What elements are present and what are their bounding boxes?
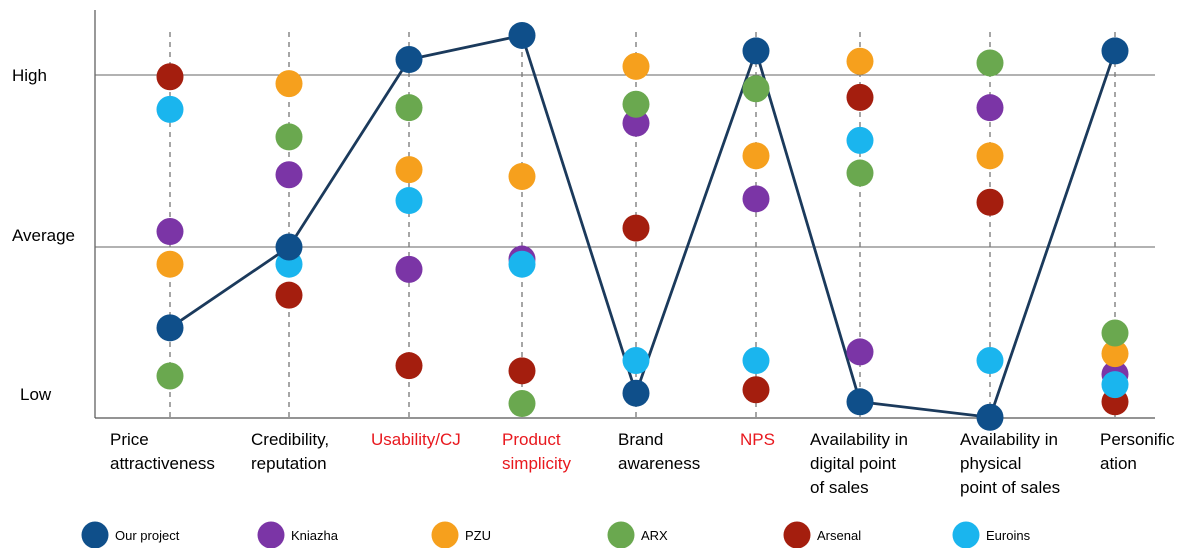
category-label-6: Availability in digital point of sales xyxy=(810,430,908,497)
category-label-line: Personific xyxy=(1100,430,1175,449)
point-kniazha-0 xyxy=(156,218,184,246)
point-our-project-5 xyxy=(742,37,770,65)
legend-marker-kniazha xyxy=(257,521,285,548)
category-label-3: Product simplicity xyxy=(502,430,571,473)
category-label-line: Product xyxy=(502,430,561,449)
point-arsenal-5 xyxy=(742,376,770,404)
point-kniazha-7 xyxy=(976,94,1004,122)
legend-label-our-project: Our project xyxy=(115,528,180,543)
category-label-1: Credibility, reputation xyxy=(251,430,329,473)
point-arsenal-7 xyxy=(976,188,1004,216)
category-label-line: Usability/CJ xyxy=(371,430,461,449)
point-arsenal-3 xyxy=(508,357,536,385)
category-label-line: Credibility, xyxy=(251,430,329,449)
point-arsenal-0 xyxy=(156,63,184,91)
category-label-5: NPS xyxy=(740,430,775,449)
category-label-4: Brand awareness xyxy=(618,430,700,473)
point-pzu-3 xyxy=(508,162,536,190)
category-label-line: of sales xyxy=(810,478,869,497)
legend-marker-euroins xyxy=(952,521,980,548)
point-pzu-5 xyxy=(742,142,770,170)
legend-label-pzu: PZU xyxy=(465,528,491,543)
point-euroins-2 xyxy=(395,187,423,215)
point-arx-3 xyxy=(508,390,536,418)
point-pzu-4 xyxy=(622,52,650,80)
category-label-line: Price xyxy=(110,430,149,449)
category-labels: Price attractiveness Credibility, reputatio… xyxy=(110,430,1175,497)
category-label-line: Availability in xyxy=(960,430,1058,449)
point-arx-5 xyxy=(742,75,770,103)
category-label-7: Availability in physical point of sales xyxy=(960,430,1060,497)
point-arx-6 xyxy=(846,159,874,187)
y-label-low: Low xyxy=(20,385,52,404)
point-arsenal-6 xyxy=(846,83,874,111)
point-our-project-6 xyxy=(846,388,874,416)
category-label-8: Personific ation xyxy=(1100,430,1175,473)
point-euroins-6 xyxy=(846,126,874,154)
point-pzu-6 xyxy=(846,47,874,75)
point-kniazha-4 xyxy=(622,109,650,137)
category-label-line: physical xyxy=(960,454,1021,473)
point-our-project-8 xyxy=(1101,37,1129,65)
point-arx-2 xyxy=(395,94,423,122)
point-euroins-7 xyxy=(976,347,1004,375)
point-arsenal-4 xyxy=(622,214,650,242)
category-label-line: Brand xyxy=(618,430,663,449)
point-arx-1 xyxy=(275,123,303,151)
legend-marker-arx xyxy=(607,521,635,548)
legend: Our project Kniazha PZU ARX Arsenal Euroins xyxy=(81,521,1031,548)
point-euroins-5 xyxy=(742,347,770,375)
point-pzu-7 xyxy=(976,142,1004,170)
legend-marker-arsenal xyxy=(783,521,811,548)
point-our-project-2 xyxy=(395,46,423,74)
point-euroins-0 xyxy=(156,95,184,123)
category-label-2: Usability/CJ xyxy=(371,430,461,449)
point-our-project-7 xyxy=(976,403,1004,431)
legend-label-arx: ARX xyxy=(641,528,668,543)
point-euroins-8 xyxy=(1101,371,1129,399)
point-kniazha-2 xyxy=(395,255,423,283)
point-arx-8 xyxy=(1101,319,1129,347)
point-pzu-0 xyxy=(156,250,184,278)
category-label-line: point of sales xyxy=(960,478,1060,497)
category-label-0: Price attractiveness xyxy=(110,430,215,473)
legend-marker-our-project xyxy=(81,521,109,548)
y-axis-labels: High Average Low xyxy=(12,66,75,404)
point-our-project-1 xyxy=(275,233,303,261)
category-label-line: ation xyxy=(1100,454,1137,473)
category-label-line: simplicity xyxy=(502,454,571,473)
point-kniazha-6 xyxy=(846,338,874,366)
legend-label-euroins: Euroins xyxy=(986,528,1031,543)
point-kniazha-5 xyxy=(742,185,770,213)
point-euroins-4 xyxy=(622,347,650,375)
data-points xyxy=(156,21,1129,431)
point-kniazha-1 xyxy=(275,161,303,189)
point-arx-4 xyxy=(622,90,650,118)
y-label-high: High xyxy=(12,66,47,85)
point-our-project-3 xyxy=(508,21,536,49)
category-label-line: digital point xyxy=(810,454,896,473)
legend-label-kniazha: Kniazha xyxy=(291,528,339,543)
point-our-project-4 xyxy=(622,379,650,407)
point-pzu-2 xyxy=(395,156,423,184)
point-arx-7 xyxy=(976,49,1004,77)
legend-marker-pzu xyxy=(431,521,459,548)
point-arsenal-2 xyxy=(395,352,423,380)
point-pzu-1 xyxy=(275,70,303,98)
y-label-average: Average xyxy=(12,226,75,245)
category-label-line: attractiveness xyxy=(110,454,215,473)
category-label-line: awareness xyxy=(618,454,700,473)
point-our-project-0 xyxy=(156,314,184,342)
category-label-line: NPS xyxy=(740,430,775,449)
point-pzu-8 xyxy=(1101,340,1129,368)
point-euroins-3 xyxy=(508,250,536,278)
legend-label-arsenal: Arsenal xyxy=(817,528,861,543)
point-arsenal-1 xyxy=(275,281,303,309)
category-label-line: reputation xyxy=(251,454,327,473)
point-arx-0 xyxy=(156,362,184,390)
category-label-line: Availability in xyxy=(810,430,908,449)
